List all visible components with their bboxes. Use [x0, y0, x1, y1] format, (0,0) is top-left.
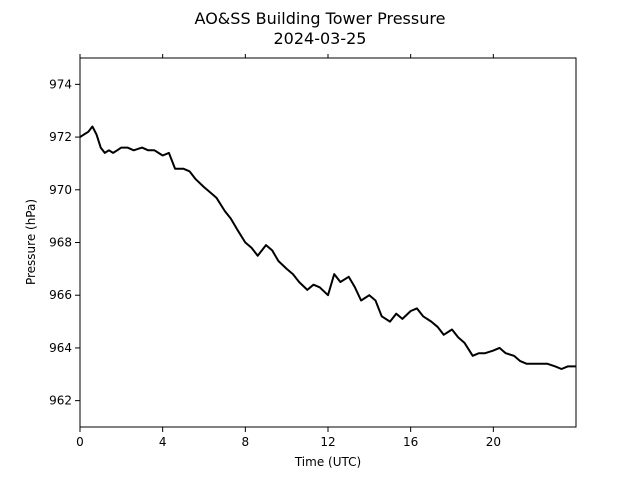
y-axis: 962 964 966 968 970 972 974: [49, 77, 80, 408]
y-axis-label: Pressure (hPa): [24, 199, 38, 285]
x-axis: 0 4 8 12 16 20: [76, 54, 501, 449]
pressure-series-line: [79, 125, 576, 370]
plot-area-frame: [79, 57, 577, 428]
x-tick-label: 8: [242, 435, 250, 449]
y-tick-label: 964: [49, 341, 72, 355]
y-tick-label: 962: [49, 394, 72, 408]
y-tick-label: 974: [49, 77, 72, 91]
x-tick-label: 20: [486, 435, 501, 449]
y-tick-label: 970: [49, 183, 72, 197]
y-tick-label: 966: [49, 288, 72, 302]
y-tick-label: 972: [49, 130, 72, 144]
x-axis-label: Time (UTC): [294, 455, 361, 469]
x-tick-label: 0: [76, 435, 84, 449]
chart-subtitle: 2024-03-25: [274, 29, 367, 48]
chart-title: AO&SS Building Tower Pressure: [195, 9, 446, 28]
y-tick-label: 968: [49, 236, 72, 250]
x-tick-label: 12: [320, 435, 335, 449]
x-tick-label: 16: [403, 435, 418, 449]
x-tick-label: 4: [159, 435, 167, 449]
